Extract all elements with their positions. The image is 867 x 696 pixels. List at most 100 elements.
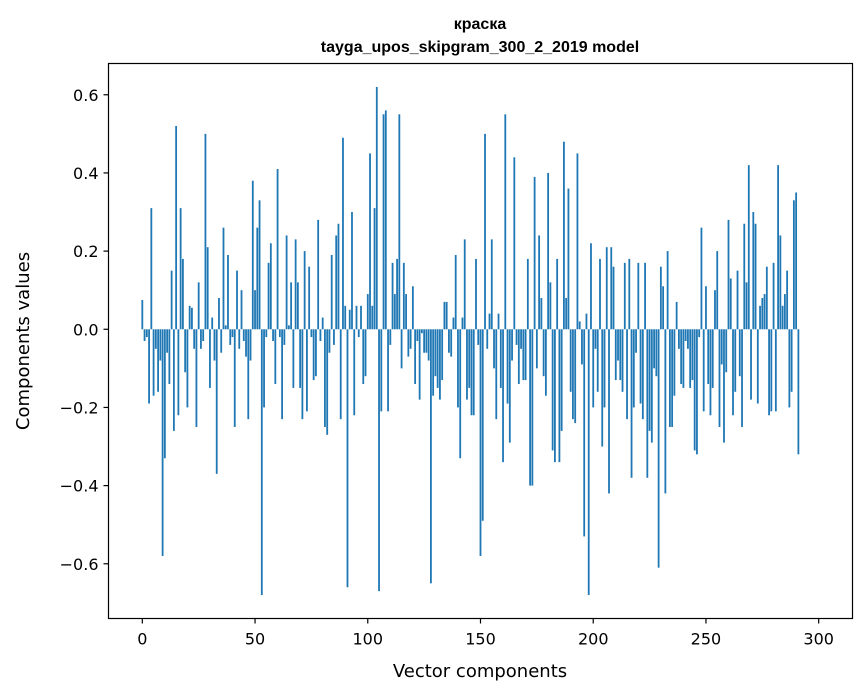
bar-239 bbox=[680, 329, 683, 384]
bar-249 bbox=[702, 329, 705, 412]
bar-30 bbox=[209, 329, 211, 388]
bar-93 bbox=[351, 212, 353, 330]
bar-43 bbox=[238, 329, 241, 349]
bar-22 bbox=[191, 307, 193, 330]
bar-151 bbox=[481, 329, 484, 521]
bar-161 bbox=[504, 114, 507, 330]
bar-199 bbox=[590, 243, 592, 330]
bar-42 bbox=[236, 270, 238, 330]
bar-17 bbox=[179, 208, 182, 330]
bar-24 bbox=[195, 329, 198, 427]
bar-159 bbox=[499, 329, 502, 388]
bar-285 bbox=[783, 294, 786, 330]
bar-192 bbox=[574, 329, 577, 424]
bar-216 bbox=[628, 258, 631, 330]
bar-204 bbox=[601, 329, 604, 447]
bar-241 bbox=[684, 329, 687, 341]
bar-169 bbox=[522, 329, 525, 381]
bar-6 bbox=[154, 329, 157, 349]
bar-278 bbox=[768, 329, 770, 416]
bar-286 bbox=[786, 270, 789, 330]
bar-75 bbox=[310, 329, 313, 338]
bar-273 bbox=[756, 329, 759, 404]
bar-288 bbox=[790, 329, 793, 392]
bar-131 bbox=[436, 329, 439, 388]
bar-20 bbox=[186, 329, 189, 408]
bar-60 bbox=[276, 169, 279, 330]
bar-112 bbox=[393, 294, 396, 330]
bar-80 bbox=[321, 317, 324, 330]
bar-126 bbox=[425, 329, 428, 353]
bar-137 bbox=[450, 329, 453, 357]
bar-89 bbox=[342, 137, 344, 330]
bar-263 bbox=[734, 329, 737, 392]
bar-259 bbox=[725, 329, 728, 373]
bar-191 bbox=[572, 329, 574, 420]
bar-225 bbox=[648, 329, 651, 431]
bar-19 bbox=[184, 329, 187, 373]
bar-211 bbox=[617, 329, 619, 361]
bar-187 bbox=[563, 141, 565, 330]
y-tick-label: 0.0 bbox=[73, 320, 98, 339]
bar-270 bbox=[750, 329, 752, 400]
bar-114 bbox=[398, 114, 401, 330]
bar-120 bbox=[411, 286, 414, 330]
bar-183 bbox=[554, 329, 556, 463]
bar-238 bbox=[678, 329, 680, 349]
bar-148 bbox=[475, 258, 477, 330]
bar-266 bbox=[741, 329, 743, 427]
bar-190 bbox=[569, 329, 572, 392]
bar-135 bbox=[445, 301, 448, 330]
bar-271 bbox=[752, 212, 755, 330]
bar-177 bbox=[540, 298, 543, 330]
bar-272 bbox=[754, 223, 757, 330]
bar-264 bbox=[736, 270, 739, 330]
bar-102 bbox=[371, 305, 374, 330]
bar-116 bbox=[402, 262, 405, 330]
bar-105 bbox=[378, 329, 380, 592]
bar-133 bbox=[441, 329, 444, 381]
bar-98 bbox=[362, 329, 365, 384]
bar-61 bbox=[278, 329, 281, 338]
x-tick-label: 300 bbox=[803, 630, 834, 649]
bar-156 bbox=[493, 329, 495, 369]
bar-197 bbox=[585, 313, 588, 330]
x-tick-label: 100 bbox=[352, 630, 383, 649]
bar-2 bbox=[145, 329, 148, 338]
bar-203 bbox=[599, 258, 601, 330]
bar-277 bbox=[765, 266, 768, 330]
y-tick-label: 0.6 bbox=[73, 86, 98, 105]
bar-244 bbox=[691, 329, 694, 381]
bar-47 bbox=[247, 329, 250, 420]
bar-68 bbox=[294, 239, 297, 330]
bar-58 bbox=[272, 329, 274, 341]
bar-153 bbox=[486, 329, 489, 349]
bar-55 bbox=[265, 329, 268, 338]
bar-247 bbox=[698, 329, 701, 338]
bar-165 bbox=[513, 157, 516, 330]
bar-201 bbox=[594, 329, 597, 349]
bar-64 bbox=[285, 235, 288, 330]
bar-221 bbox=[639, 329, 642, 404]
bar-245 bbox=[693, 329, 696, 451]
bar-16 bbox=[177, 329, 180, 416]
bar-196 bbox=[583, 329, 586, 537]
bar-160 bbox=[502, 329, 504, 463]
bar-35 bbox=[220, 329, 223, 353]
bar-119 bbox=[409, 329, 412, 349]
bar-184 bbox=[556, 258, 559, 330]
bar-94 bbox=[353, 329, 356, 416]
bar-213 bbox=[621, 329, 624, 392]
bar-155 bbox=[490, 239, 493, 330]
bar-175 bbox=[535, 329, 538, 369]
bar-49 bbox=[251, 180, 254, 330]
bar-202 bbox=[596, 329, 599, 392]
bar-15 bbox=[175, 126, 178, 330]
bar-166 bbox=[515, 329, 518, 345]
bar-180 bbox=[547, 172, 550, 330]
bar-50 bbox=[254, 290, 256, 330]
bar-65 bbox=[287, 325, 290, 330]
bar-275 bbox=[761, 298, 764, 330]
bar-223 bbox=[644, 262, 646, 330]
bar-260 bbox=[727, 219, 730, 330]
